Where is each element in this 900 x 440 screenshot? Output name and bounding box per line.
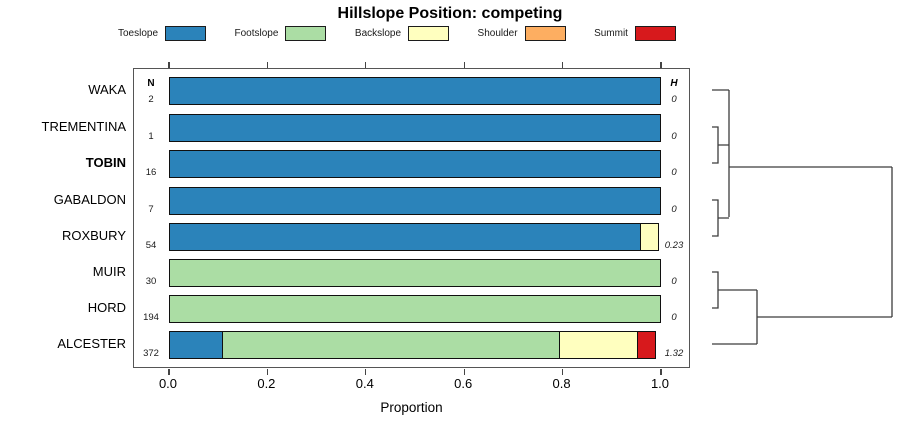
n-value: 16 bbox=[145, 167, 157, 178]
bottom-axis-tick bbox=[660, 369, 662, 375]
legend-swatch-footslope bbox=[285, 25, 327, 41]
h-value: 0 bbox=[671, 167, 677, 178]
stacked-bar-alcester bbox=[169, 331, 661, 359]
h-value: 0 bbox=[671, 131, 677, 142]
dendrogram bbox=[712, 89, 893, 345]
legend-label: Summit bbox=[594, 27, 628, 39]
h-value: 0 bbox=[671, 312, 677, 323]
n-value: 7 bbox=[148, 204, 154, 215]
n-value: 194 bbox=[143, 312, 159, 323]
legend-swatch-backslope bbox=[408, 25, 450, 41]
row-label-gabaldon: GABALDON bbox=[53, 192, 126, 207]
legend-label: Shoulder bbox=[477, 27, 518, 39]
bottom-axis-tick bbox=[365, 369, 367, 375]
legend-item-summit: Summit bbox=[594, 25, 676, 41]
legend-label: Toeslope bbox=[118, 27, 159, 39]
bar-segment-toeslope bbox=[169, 114, 661, 142]
top-axis-tick bbox=[463, 62, 465, 68]
legend-swatch-shoulder bbox=[524, 25, 566, 41]
row-label-waka: WAKA bbox=[88, 82, 126, 97]
x-axis-label: Proportion bbox=[380, 400, 443, 415]
stacked-bar-roxbury bbox=[169, 223, 661, 251]
h-column-header: H bbox=[670, 78, 678, 89]
legend: Toeslope Footslope Backslope Shoulder Summit bbox=[118, 24, 676, 42]
row-label-alcester: ALCESTER bbox=[57, 336, 126, 351]
bar-segment-backslope bbox=[559, 331, 639, 359]
legend-label: Backslope bbox=[354, 27, 402, 39]
bottom-axis-tick bbox=[463, 369, 465, 375]
legend-label: Footslope bbox=[234, 27, 279, 39]
plot-area: N H 2 0 1 0 16 0 7 0 54 0.23 30 0 194 0 372 1.32 bbox=[133, 62, 690, 375]
x-tick-label: 0.8 bbox=[552, 376, 571, 391]
h-value: 1.32 bbox=[664, 348, 684, 359]
x-tick-label: 0.0 bbox=[158, 376, 178, 391]
chart-title: Hillslope Position: competing bbox=[337, 5, 563, 22]
bottom-axis-tick bbox=[562, 369, 564, 375]
h-value: 0 bbox=[671, 204, 677, 215]
bar-segment-toeslope bbox=[169, 150, 661, 178]
h-value: 0.23 bbox=[664, 240, 684, 251]
legend-item-backslope: Backslope bbox=[354, 25, 450, 41]
top-axis-tick bbox=[365, 62, 367, 68]
n-value: 54 bbox=[145, 240, 157, 251]
x-tick-label: 0.4 bbox=[355, 376, 374, 391]
n-value: 1 bbox=[148, 131, 154, 142]
dendrogram-merge-trementina-tobin bbox=[712, 126, 729, 164]
bar-segment-summit bbox=[636, 331, 657, 359]
row-label-tobin: TOBIN bbox=[85, 155, 126, 170]
n-value: 2 bbox=[148, 94, 154, 105]
x-tick-label: 0.6 bbox=[454, 376, 473, 391]
dendrogram-merge-top-cluster bbox=[712, 90, 892, 237]
bar-segment-toeslope bbox=[169, 223, 642, 251]
dendrogram-merge-muir-hord bbox=[712, 271, 757, 309]
row-label-roxbury: ROXBURY bbox=[61, 228, 126, 243]
stacked-bar-waka bbox=[169, 77, 661, 105]
stacked-bar-hord bbox=[169, 295, 661, 323]
stacked-bar-trementina bbox=[169, 114, 661, 142]
bar-segment-toeslope bbox=[169, 77, 661, 105]
n-value: 372 bbox=[143, 348, 159, 359]
x-tick-label: 0.2 bbox=[257, 376, 276, 391]
bar-segment-toeslope bbox=[169, 331, 224, 359]
bar-segment-footslope bbox=[169, 295, 661, 323]
dendrogram-merge-bottom-cluster bbox=[756, 290, 892, 344]
top-axis-tick bbox=[266, 62, 268, 68]
stacked-bar-gabaldon bbox=[169, 187, 661, 215]
row-label-hord: HORD bbox=[87, 300, 126, 315]
top-axis-tick bbox=[168, 62, 170, 68]
bar-segment-toeslope bbox=[169, 187, 661, 215]
legend-item-toeslope: Toeslope bbox=[118, 25, 207, 41]
row-label-trementina: TREMENTINA bbox=[41, 119, 127, 134]
n-value: 30 bbox=[145, 276, 157, 287]
legend-item-footslope: Footslope bbox=[234, 25, 327, 41]
top-axis-tick bbox=[562, 62, 564, 68]
legend-item-shoulder: Shoulder bbox=[477, 25, 566, 41]
h-value: 0 bbox=[671, 276, 677, 287]
bar-segment-backslope bbox=[639, 223, 660, 251]
stacked-bar-muir bbox=[169, 259, 661, 287]
bottom-axis-tick bbox=[168, 369, 170, 375]
bar-segment-footslope bbox=[221, 331, 561, 359]
h-value: 0 bbox=[671, 94, 677, 105]
stacked-bar-tobin bbox=[169, 150, 661, 178]
x-tick-label: 1.0 bbox=[650, 376, 670, 391]
row-label-muir: MUIR bbox=[92, 264, 126, 279]
bottom-axis-tick bbox=[266, 369, 268, 375]
legend-swatch-toeslope bbox=[165, 25, 207, 41]
bar-segment-footslope bbox=[169, 259, 661, 287]
legend-swatch-summit bbox=[634, 25, 676, 41]
n-column-header: N bbox=[147, 78, 155, 89]
top-axis-tick bbox=[660, 62, 662, 68]
